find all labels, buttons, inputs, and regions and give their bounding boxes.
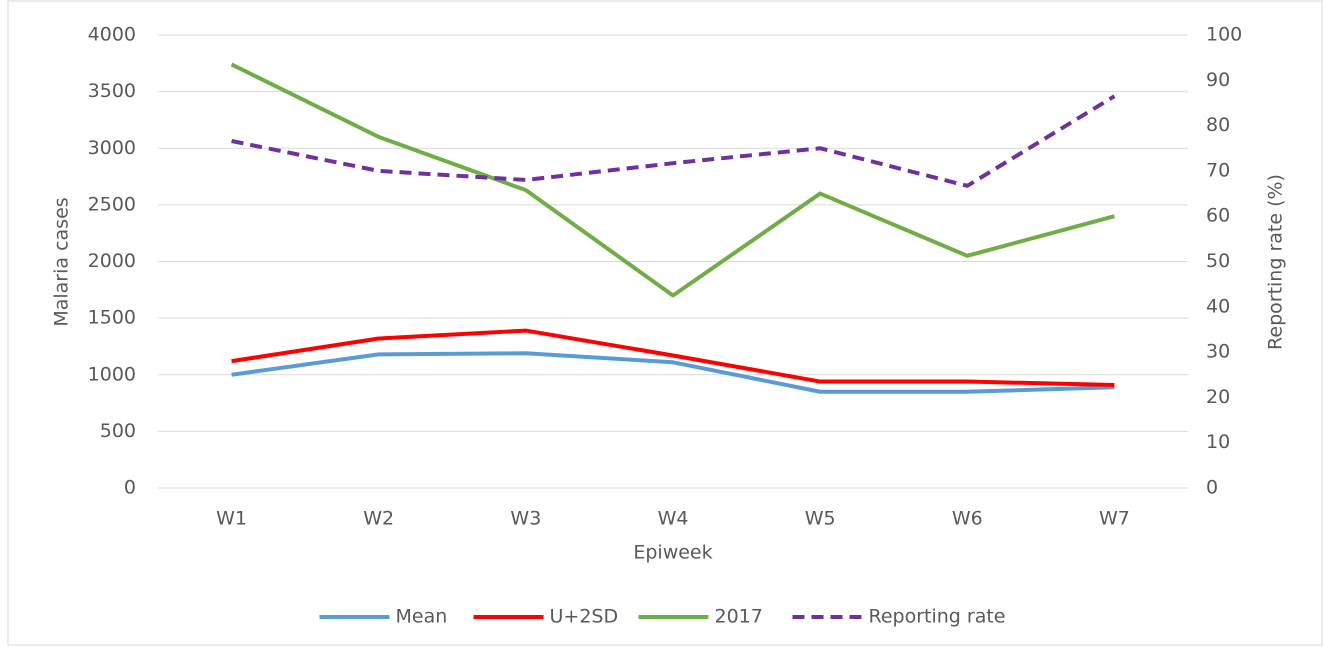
x-axis-label: Epiweek: [633, 542, 712, 564]
x-tick-label: W7: [1099, 508, 1130, 530]
y2-axis-label: Reporting rate (%): [1265, 174, 1287, 350]
y2-tick-label: 60: [1206, 205, 1230, 227]
y2-tick-label: 70: [1206, 159, 1230, 181]
chart-frame: [7, 0, 1323, 646]
y2-tick-label: 90: [1206, 69, 1230, 91]
x-tick-label: W6: [952, 508, 983, 530]
y-tick-label: 3500: [88, 80, 136, 102]
legend-label: 2017: [715, 606, 763, 628]
x-tick-label: W3: [510, 508, 541, 530]
y-tick-label: 2500: [88, 193, 136, 215]
y-tick-label: 500: [100, 420, 136, 442]
y-tick-label: 3000: [88, 137, 136, 159]
legend-label: U+2SD: [550, 606, 619, 628]
series-line: [231, 94, 1116, 188]
x-tick-label: W5: [805, 508, 836, 530]
y-tick-label: 1000: [88, 363, 136, 385]
y2-tick-label: 30: [1206, 341, 1230, 363]
y-tick-label: 2000: [88, 250, 136, 272]
y2-tick-label: 40: [1206, 295, 1230, 317]
x-tick-label: W1: [216, 508, 247, 530]
y2-tick-label: 80: [1206, 114, 1230, 136]
series-line: [230, 62, 1115, 298]
y2-tick-label: 20: [1206, 386, 1230, 408]
y-axis-label: Malaria cases: [51, 197, 73, 326]
legend-label: Reporting rate: [869, 606, 1006, 628]
y2-tick-label: 0: [1206, 477, 1218, 499]
legend-label: Mean: [396, 606, 448, 628]
y-tick-label: 1500: [88, 307, 136, 329]
y-tick-label: 4000: [88, 24, 136, 46]
y2-tick-label: 100: [1206, 24, 1242, 46]
series-line: [231, 351, 1115, 394]
y-tick-label: 0: [124, 477, 136, 499]
x-tick-label: W2: [363, 508, 394, 530]
series-line: [231, 328, 1115, 387]
y2-tick-label: 10: [1206, 431, 1230, 453]
y2-tick-label: 50: [1206, 250, 1230, 272]
x-tick-label: W4: [658, 508, 689, 530]
